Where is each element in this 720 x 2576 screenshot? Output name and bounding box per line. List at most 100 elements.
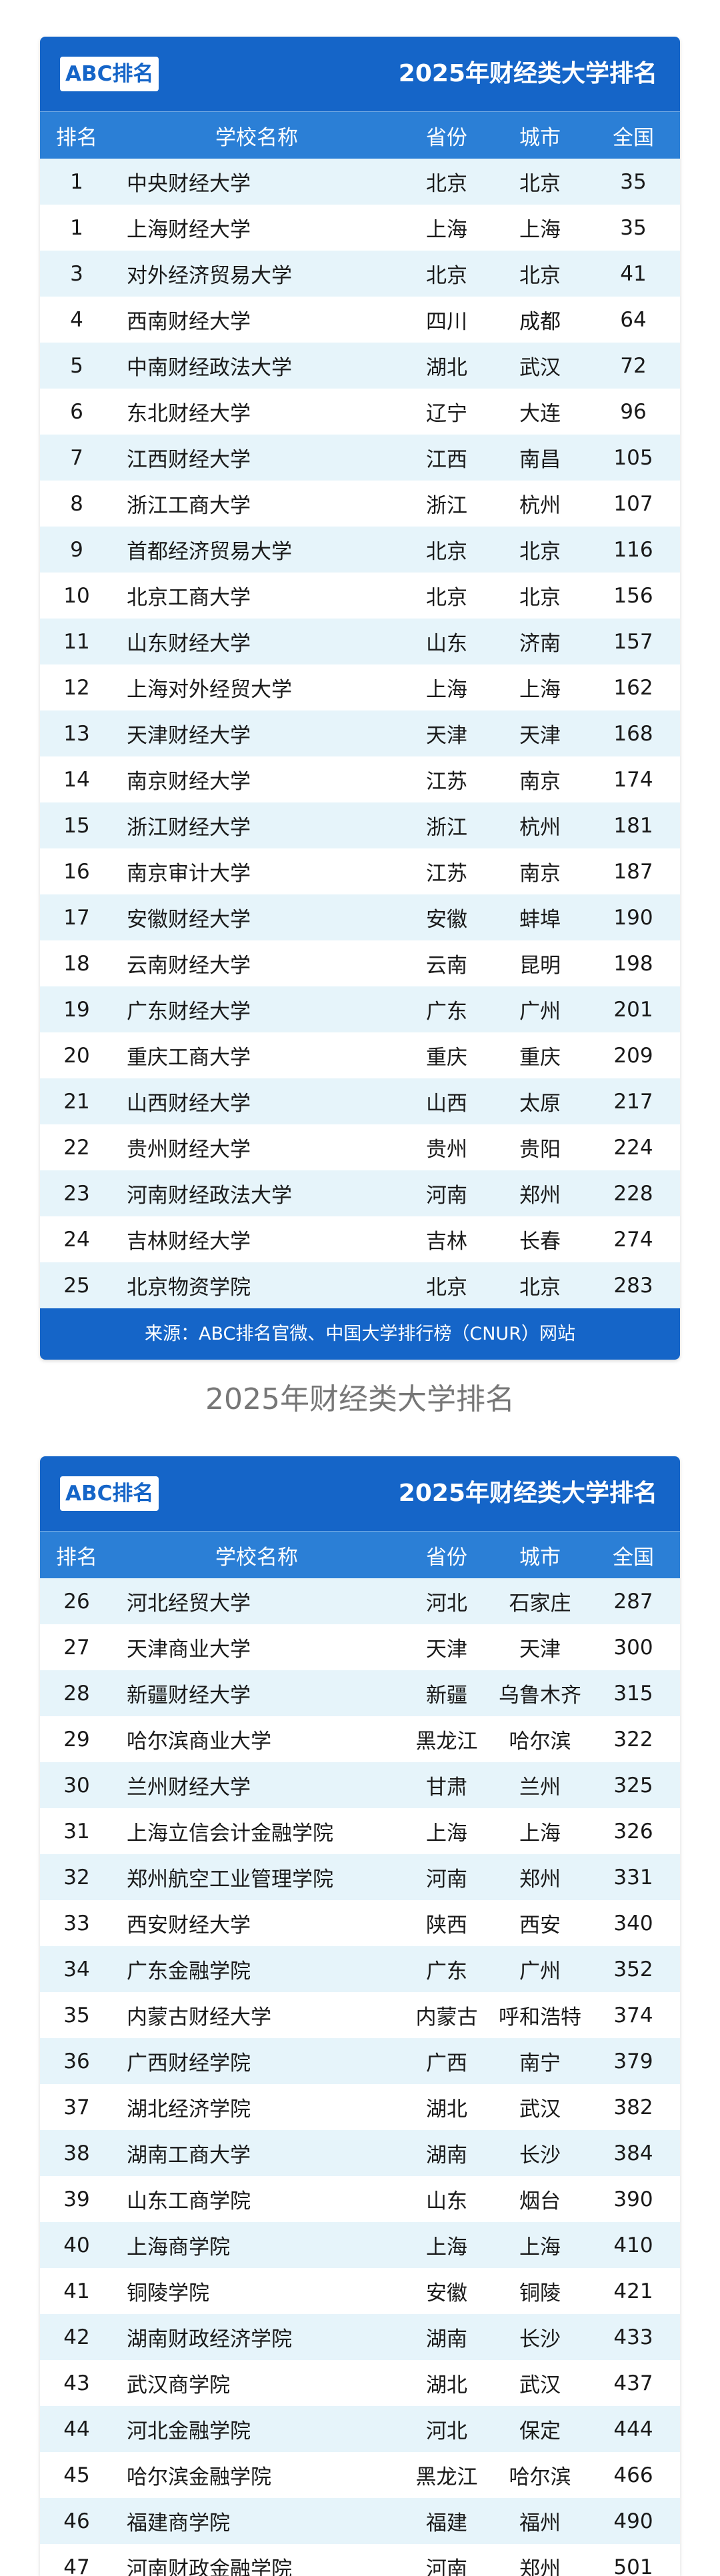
- cell-city: 保定: [519, 2419, 561, 2443]
- cell-rank: 32: [63, 1865, 90, 1890]
- cell-city: 蚌埠: [519, 908, 561, 932]
- table-row: 35 内蒙古财经大学 内蒙古 呼和浩特 374: [40, 1992, 680, 2038]
- cell-national-rank: 41: [620, 261, 647, 286]
- cell-city: 武汉: [519, 2097, 561, 2121]
- cell-city: 石家庄: [509, 1592, 571, 1616]
- table-row: 32 郑州航空工业管理学院 河南 郑州 331: [40, 1854, 680, 1900]
- cell-rank: 40: [63, 2233, 90, 2257]
- cell-city: 北京: [519, 1276, 561, 1300]
- table-row: 7 江西财经大学 江西 南昌 105: [40, 435, 680, 481]
- cell-province: 河北: [426, 2419, 467, 2443]
- table-body: 26 河北经贸大学 河北 石家庄 287 27 天津商业大学 天津 天津 300 28 新疆财经大学新…: [40, 1578, 680, 2576]
- title-bar: ABC排名 2025年财经类大学排名: [40, 37, 680, 111]
- cell-city: 郑州: [519, 1868, 561, 1892]
- table-row: 36 广西财经学院 广西 南宁 379: [40, 2038, 680, 2084]
- cell-province: 河南: [426, 2557, 467, 2576]
- cell-province: 贵州: [426, 1138, 467, 1162]
- cell-city: 重庆: [519, 1046, 561, 1070]
- cell-province: 北京: [426, 1276, 467, 1300]
- cell-province: 上海: [426, 218, 467, 242]
- cell-province: 湖南: [426, 2327, 467, 2351]
- cell-province: 江苏: [426, 862, 467, 886]
- cell-province: 河南: [426, 1868, 467, 1892]
- table-row: 1 中央财经大学 北京 北京 35: [40, 159, 680, 205]
- abc-logo: ABC排名: [60, 57, 159, 91]
- cell-school-name: 江西财经大学: [127, 448, 251, 472]
- cell-province: 黑龙江: [415, 2465, 478, 2489]
- cell-province: 辽宁: [426, 402, 467, 426]
- table-row: 47 河南财政金融学院 河南 郑州 501: [40, 2544, 680, 2576]
- cell-national-rank: 157: [613, 629, 653, 654]
- table-row: 31 上海立信会计金融学院 上海 上海 326: [40, 1808, 680, 1854]
- cell-national-rank: 326: [613, 1819, 653, 1844]
- table-row: 21 山西财经大学 山西 太原 217: [40, 1078, 680, 1124]
- cell-province: 湖南: [426, 2143, 467, 2167]
- table-row: 41 铜陵学院 安徽 铜陵 421: [40, 2268, 680, 2314]
- cell-rank: 14: [63, 767, 90, 792]
- cell-city: 上海: [519, 2235, 561, 2259]
- cell-city: 烟台: [519, 2189, 561, 2213]
- header-province: 省份: [426, 1545, 467, 1570]
- cell-province: 湖北: [426, 2373, 467, 2397]
- header-rank: 排名: [56, 125, 97, 150]
- header-score: 全国: [613, 125, 654, 150]
- cell-city: 太原: [519, 1092, 561, 1116]
- table-row: 18 云南财经大学 云南 昆明 198: [40, 940, 680, 986]
- cell-school-name: 吉林财经大学: [127, 1230, 251, 1254]
- cell-rank: 8: [70, 491, 83, 516]
- cell-city: 福州: [519, 2511, 561, 2535]
- cell-national-rank: 410: [613, 2233, 653, 2257]
- cell-city: 济南: [519, 632, 561, 656]
- cell-school-name: 中南财经政法大学: [127, 356, 292, 380]
- cell-rank: 11: [63, 629, 90, 654]
- cell-national-rank: 116: [613, 537, 653, 562]
- cell-province: 江苏: [426, 770, 467, 794]
- cell-province: 浙江: [426, 816, 467, 840]
- table-row: 37 湖北经济学院 湖北 武汉 382: [40, 2084, 680, 2130]
- cell-rank: 3: [70, 261, 83, 286]
- cell-school-name: 浙江工商大学: [127, 494, 251, 518]
- cell-city: 北京: [519, 172, 561, 196]
- cell-province: 北京: [426, 586, 467, 610]
- cell-school-name: 浙江财经大学: [127, 816, 251, 840]
- table-row: 23 河南财经政法大学 河南 郑州 228: [40, 1170, 680, 1216]
- table-row: 20 重庆工商大学 重庆 重庆 209: [40, 1032, 680, 1078]
- cell-national-rank: 107: [613, 491, 653, 516]
- cell-province: 北京: [426, 172, 467, 196]
- cell-province: 甘肃: [426, 1776, 467, 1800]
- cell-province: 山西: [426, 1092, 467, 1116]
- cell-city: 广州: [519, 1959, 561, 1983]
- image-caption: 2025年财经类大学排名: [205, 1382, 515, 1416]
- cell-national-rank: 390: [613, 2187, 653, 2211]
- cell-province: 山东: [426, 2189, 467, 2213]
- cell-national-rank: 35: [620, 215, 647, 240]
- table-row: 39 山东工商学院 山东 烟台 390: [40, 2176, 680, 2222]
- cell-national-rank: 287: [613, 1589, 653, 1614]
- cell-national-rank: 315: [613, 1681, 653, 1706]
- cell-rank: 18: [63, 951, 90, 976]
- cell-national-rank: 224: [613, 1135, 653, 1160]
- cell-national-rank: 174: [613, 767, 653, 792]
- cell-city: 广州: [519, 1000, 561, 1024]
- table-row: 5 中南财经政法大学 湖北 武汉 72: [40, 343, 680, 389]
- header-score: 全国: [613, 1545, 654, 1570]
- cell-city: 大连: [519, 402, 561, 426]
- cell-rank: 13: [63, 721, 90, 746]
- ranking-card-1: ABC排名 2025年财经类大学排名 排名 学校名称 省份 城市 全国 1 中央财…: [40, 37, 680, 1360]
- table-row: 43 武汉商学院 湖北 武汉 437: [40, 2360, 680, 2406]
- source-footer: 来源：ABC排名官微、中国大学排行榜（CNUR）网站: [40, 1308, 680, 1360]
- cell-rank: 15: [63, 813, 90, 838]
- cell-school-name: 河北金融学院: [127, 2419, 251, 2443]
- cell-city: 北京: [519, 586, 561, 610]
- cell-province: 四川: [426, 310, 467, 334]
- cell-province: 广东: [426, 1959, 467, 1983]
- cell-national-rank: 501: [613, 2555, 653, 2576]
- cell-school-name: 西安财经大学: [127, 1914, 251, 1937]
- cell-school-name: 山东财经大学: [127, 632, 251, 656]
- cell-rank: 34: [63, 1957, 90, 1981]
- cell-school-name: 武汉商学院: [127, 2373, 230, 2397]
- cell-city: 呼和浩特: [499, 2005, 581, 2029]
- cell-school-name: 中央财经大学: [127, 172, 251, 196]
- cell-national-rank: 274: [613, 1227, 653, 1252]
